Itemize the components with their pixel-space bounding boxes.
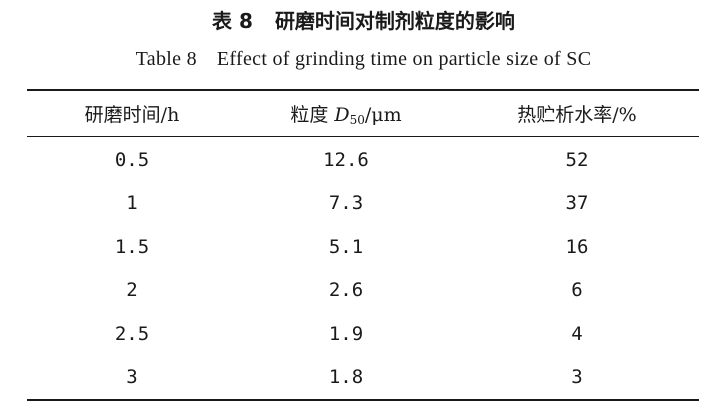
table-title-cn: 研磨时间对制剂粒度的影响 [274, 9, 515, 33]
table-number-en: Table 8 [135, 48, 197, 70]
table-caption-chinese: 表 8 研磨时间对制剂粒度的影响 [0, 8, 727, 34]
cell-time: 0.5 [114, 148, 150, 171]
cell-time: 1 [126, 192, 138, 215]
header-particle-size-prefix: 粒度 [290, 104, 335, 126]
table-number-cn: 表 8 [212, 9, 253, 33]
cell-rate: 6 [571, 279, 583, 302]
cell-time: 3 [126, 366, 138, 389]
cell-rate: 37 [565, 192, 589, 215]
cell-time: 2.5 [114, 322, 150, 345]
cell-size: 5.1 [328, 235, 364, 258]
cell-time: 1.5 [114, 235, 150, 258]
header-grinding-time: 研磨时间/h [84, 104, 180, 126]
cell-time: 2 [126, 279, 138, 302]
table-row: 0.5 12.6 52 [27, 136, 699, 182]
cell-rate: 16 [565, 235, 589, 258]
table-title-en: Effect of grinding time on particle size… [216, 48, 592, 70]
table-row: 2.5 1.9 4 [27, 312, 699, 356]
header-rule [27, 136, 699, 137]
cell-size: 12.6 [323, 148, 369, 171]
cell-rate: 3 [571, 366, 583, 389]
cell-size: 1.8 [328, 366, 364, 389]
cell-size: 1.9 [328, 322, 364, 345]
table-row: 3 1.8 3 [27, 356, 699, 400]
top-rule [27, 89, 699, 91]
cell-rate: 52 [565, 148, 589, 171]
cell-rate: 4 [571, 322, 583, 345]
header-particle-size-sub: 50 [349, 113, 365, 127]
header-water-separation-rate: 热贮析水率/% [517, 104, 637, 126]
table-row: 2 2.6 6 [27, 269, 699, 313]
cell-size: 7.3 [328, 192, 364, 215]
header-particle-size-unit: /μm [364, 104, 402, 126]
table-caption-english: Table 8 Effect of grinding time on partic… [0, 46, 727, 72]
table-row: 1.5 5.1 16 [27, 225, 699, 269]
header-particle-size: 粒度 D50/μm [237, 91, 455, 136]
header-particle-size-var: D [334, 104, 350, 126]
table-row: 1 7.3 37 [27, 182, 699, 226]
data-table: 研磨时间/h 粒度 D50/μm 热贮析水率/% 0.5 12.6 52 1 7… [27, 91, 699, 399]
bottom-rule [27, 399, 699, 401]
header-row: 研磨时间/h 粒度 D50/μm 热贮析水率/% [27, 91, 699, 136]
cell-size: 2.6 [328, 279, 364, 302]
